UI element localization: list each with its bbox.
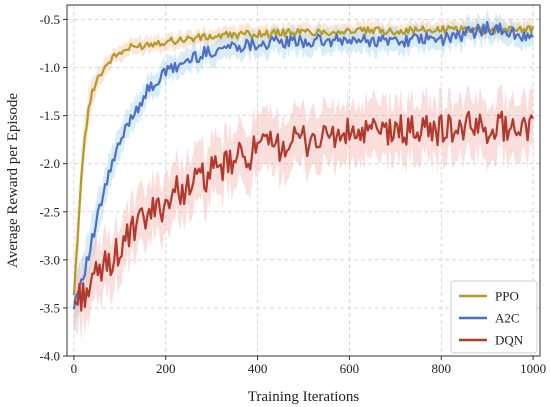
y-tick-label: -0.5 [39, 12, 60, 27]
band-ppo [73, 16, 534, 328]
x-tick-label: 200 [156, 361, 176, 376]
plot-frame [66, 4, 541, 357]
x-axis-label: Training Iterations [248, 389, 360, 405]
legend-label-ppo: PPO [495, 289, 519, 304]
series-line-dqn [73, 110, 535, 312]
y-axis-label: Average Reward per Episode [5, 93, 21, 268]
series-lines [72, 20, 535, 312]
x-tick-label: 600 [340, 361, 360, 376]
series-line-ppo [72, 24, 535, 296]
x-tick-label: 800 [432, 361, 452, 376]
y-tick-label: -2.0 [39, 156, 60, 171]
legend-label-dqn: DQN [495, 333, 524, 348]
y-axis-ticks: -4.0 -3.5 -3.0 -2.5 -2.0 -1.5 -1.0 -0.5 [39, 12, 67, 364]
x-tick-label: 1000 [520, 361, 546, 376]
legend-box [450, 280, 538, 354]
x-tick-label: 400 [248, 361, 268, 376]
band-dqn [73, 82, 534, 342]
y-tick-label: -1.0 [39, 60, 60, 75]
x-tick-label: 0 [71, 361, 78, 376]
series-line-a2c [72, 20, 535, 310]
x-axis-ticks: 0 200 400 600 800 1000 [71, 356, 546, 376]
y-tick-label: -1.5 [39, 108, 60, 123]
legend-label-a2c: A2C [495, 311, 520, 326]
y-tick-label: -3.0 [39, 252, 60, 267]
y-tick-label: -4.0 [39, 349, 60, 364]
confidence-bands [73, 9, 534, 342]
y-tick-label: -2.5 [39, 204, 60, 219]
legend: PPO A2C DQN [450, 280, 538, 354]
y-tick-label: -3.5 [39, 300, 60, 315]
